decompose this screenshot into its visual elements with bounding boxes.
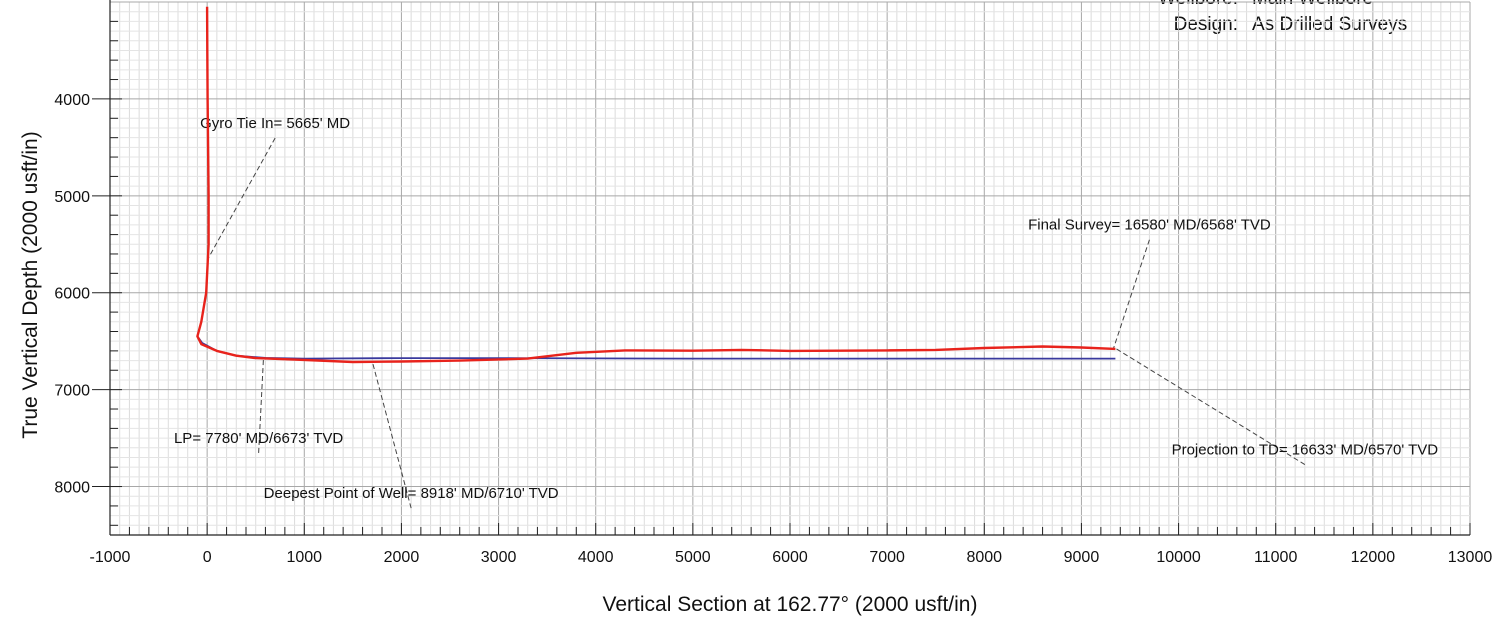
x-tick-label: 4000 [578,549,614,566]
x-tick-label: -1000 [90,549,131,566]
x-tick-label: 3000 [481,549,517,566]
x-tick-label: 2000 [384,549,420,566]
x-tick-label: 1000 [286,549,322,566]
annotations: Gyro Tie In= 5665' MD Final Survey= 16580… [174,115,1439,509]
annotation-leader [206,137,276,261]
annotation-label: Final Survey= 16580' MD/6568' TVD [1028,217,1271,234]
x-tick-label: 13000 [1448,549,1493,566]
annotation-label: LP= 7780' MD/6673' TVD [174,430,343,447]
x-tick-label: 12000 [1351,549,1396,566]
annotation-label: Deepest Point of Well= 8918' MD/6710' TV… [264,485,559,502]
x-tick-label: 11000 [1254,549,1297,566]
y-tick-label: 7000 [54,383,90,400]
y-tick-label: 6000 [54,286,90,303]
x-tick-label: 6000 [772,549,808,566]
design-label: Design: [1173,14,1238,35]
wellbore-value: Main Wellbore [1252,0,1373,10]
x-tick-label: 8000 [966,549,1002,566]
annotation-leader [371,361,412,509]
axes: -1000 0 1000 2000 3000 4000 5000 6000 7000 8000 90… [54,0,1492,566]
x-tick-label: 9000 [1064,549,1100,566]
y-tick-label: 8000 [54,480,90,497]
x-tick-label: 5000 [675,549,711,566]
annotation-leader [1116,348,1306,465]
y-tick-label: 5000 [54,189,90,206]
x-tick-label: 0 [203,549,212,566]
annotation-label: Gyro Tie In= 5665' MD [200,115,350,132]
x-tick-label: 10000 [1156,549,1201,566]
grid [109,1,1471,536]
x-axis-label: Vertical Section at 162.77° (2000 usft/i… [603,593,978,616]
annotation-label: Projection to TD= 16633' MD/6570' TVD [1172,442,1439,459]
y-tick-label: 4000 [54,92,90,109]
y-axis-label: True Vertical Depth (2000 usft/in) [19,131,42,438]
series-lines [196,6,1116,364]
series-line-actual [196,6,1116,364]
annotation-leader [1113,239,1150,349]
x-tick-label: 7000 [869,549,905,566]
